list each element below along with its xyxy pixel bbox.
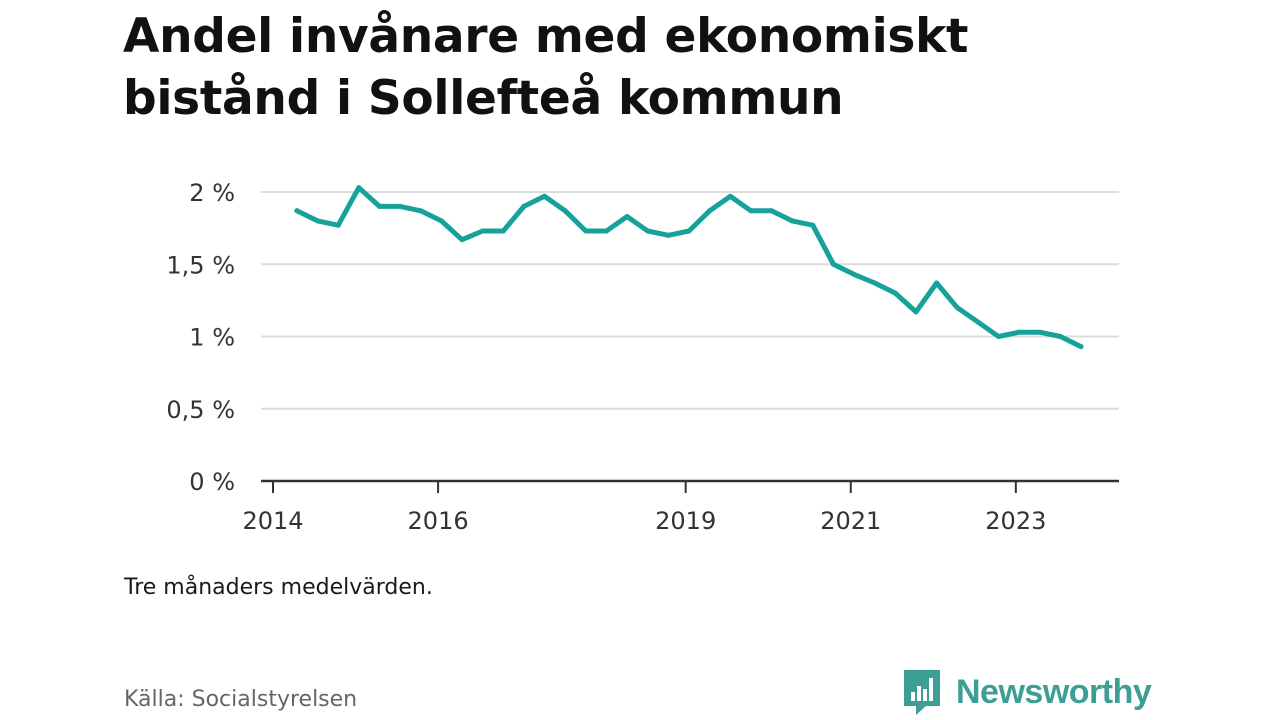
x-tick-label: 2014 bbox=[242, 507, 303, 535]
brand-name: Newsworthy bbox=[956, 672, 1152, 711]
data-point bbox=[892, 290, 898, 296]
y-tick-label: 1 % bbox=[189, 324, 235, 352]
data-point bbox=[1057, 334, 1063, 339]
data-point bbox=[500, 228, 506, 234]
data-point bbox=[1016, 329, 1022, 335]
data-point bbox=[294, 208, 300, 214]
x-tick-label: 2019 bbox=[655, 507, 716, 535]
data-point bbox=[335, 222, 341, 228]
data-point bbox=[789, 218, 795, 224]
y-tick-label: 2 % bbox=[189, 179, 235, 207]
y-tick-label: 0,5 % bbox=[166, 396, 235, 424]
data-point bbox=[583, 228, 589, 234]
data-point bbox=[376, 203, 382, 209]
chart-note: Tre månaders medelvärden. bbox=[124, 575, 433, 600]
y-tick-label: 1,5 % bbox=[166, 251, 235, 279]
line-chart: 0 % 0,5 % 1 % 1,5 % 2 % 2014 2016 2019 2021 2023 bbox=[166, 179, 1119, 535]
data-point bbox=[356, 185, 362, 191]
data-point bbox=[459, 237, 465, 243]
data-point bbox=[707, 208, 713, 214]
data-point bbox=[995, 334, 1001, 339]
data-point bbox=[418, 208, 424, 214]
data-point bbox=[480, 228, 486, 234]
data-point bbox=[810, 222, 816, 228]
data-point bbox=[1037, 329, 1043, 335]
data-point bbox=[438, 218, 444, 224]
data-point bbox=[315, 218, 321, 224]
x-tick-label: 2021 bbox=[820, 507, 881, 535]
data-point bbox=[830, 261, 836, 267]
y-tick-labels: 0 % 0,5 % 1 % 1,5 % 2 % bbox=[166, 179, 235, 496]
x-axis: 2014 2016 2019 2021 2023 bbox=[242, 479, 1119, 535]
data-point bbox=[686, 228, 692, 234]
grid-lines bbox=[261, 191, 1119, 410]
x-tick-label: 2016 bbox=[408, 507, 469, 535]
data-point bbox=[665, 232, 671, 238]
data-point bbox=[1078, 344, 1084, 350]
data-point bbox=[624, 214, 630, 220]
data-point bbox=[913, 309, 919, 315]
data-point bbox=[769, 208, 775, 214]
data-point bbox=[934, 280, 940, 286]
data-point bbox=[748, 208, 754, 214]
data-point bbox=[521, 203, 527, 209]
data-point bbox=[975, 319, 981, 325]
data-point bbox=[562, 208, 568, 214]
data-point bbox=[542, 193, 548, 199]
newsworthy-logo-icon bbox=[904, 670, 940, 715]
y-tick-label: 0 % bbox=[189, 468, 235, 496]
data-point bbox=[397, 203, 403, 209]
data-point bbox=[727, 193, 733, 199]
data-point bbox=[954, 305, 960, 311]
data-point bbox=[645, 228, 651, 234]
brand-logo[interactable]: Newsworthy bbox=[902, 670, 1152, 715]
source-text: Källa: Socialstyrelsen bbox=[124, 687, 358, 712]
data-point bbox=[603, 228, 609, 234]
data-point bbox=[851, 271, 857, 277]
data-point bbox=[872, 280, 878, 286]
series-line bbox=[294, 185, 1084, 350]
series-line-layer bbox=[294, 185, 1084, 350]
x-tick-label: 2023 bbox=[985, 507, 1046, 535]
chart-title: Andel invånare med ekonomiskt bistånd i … bbox=[123, 9, 969, 126]
